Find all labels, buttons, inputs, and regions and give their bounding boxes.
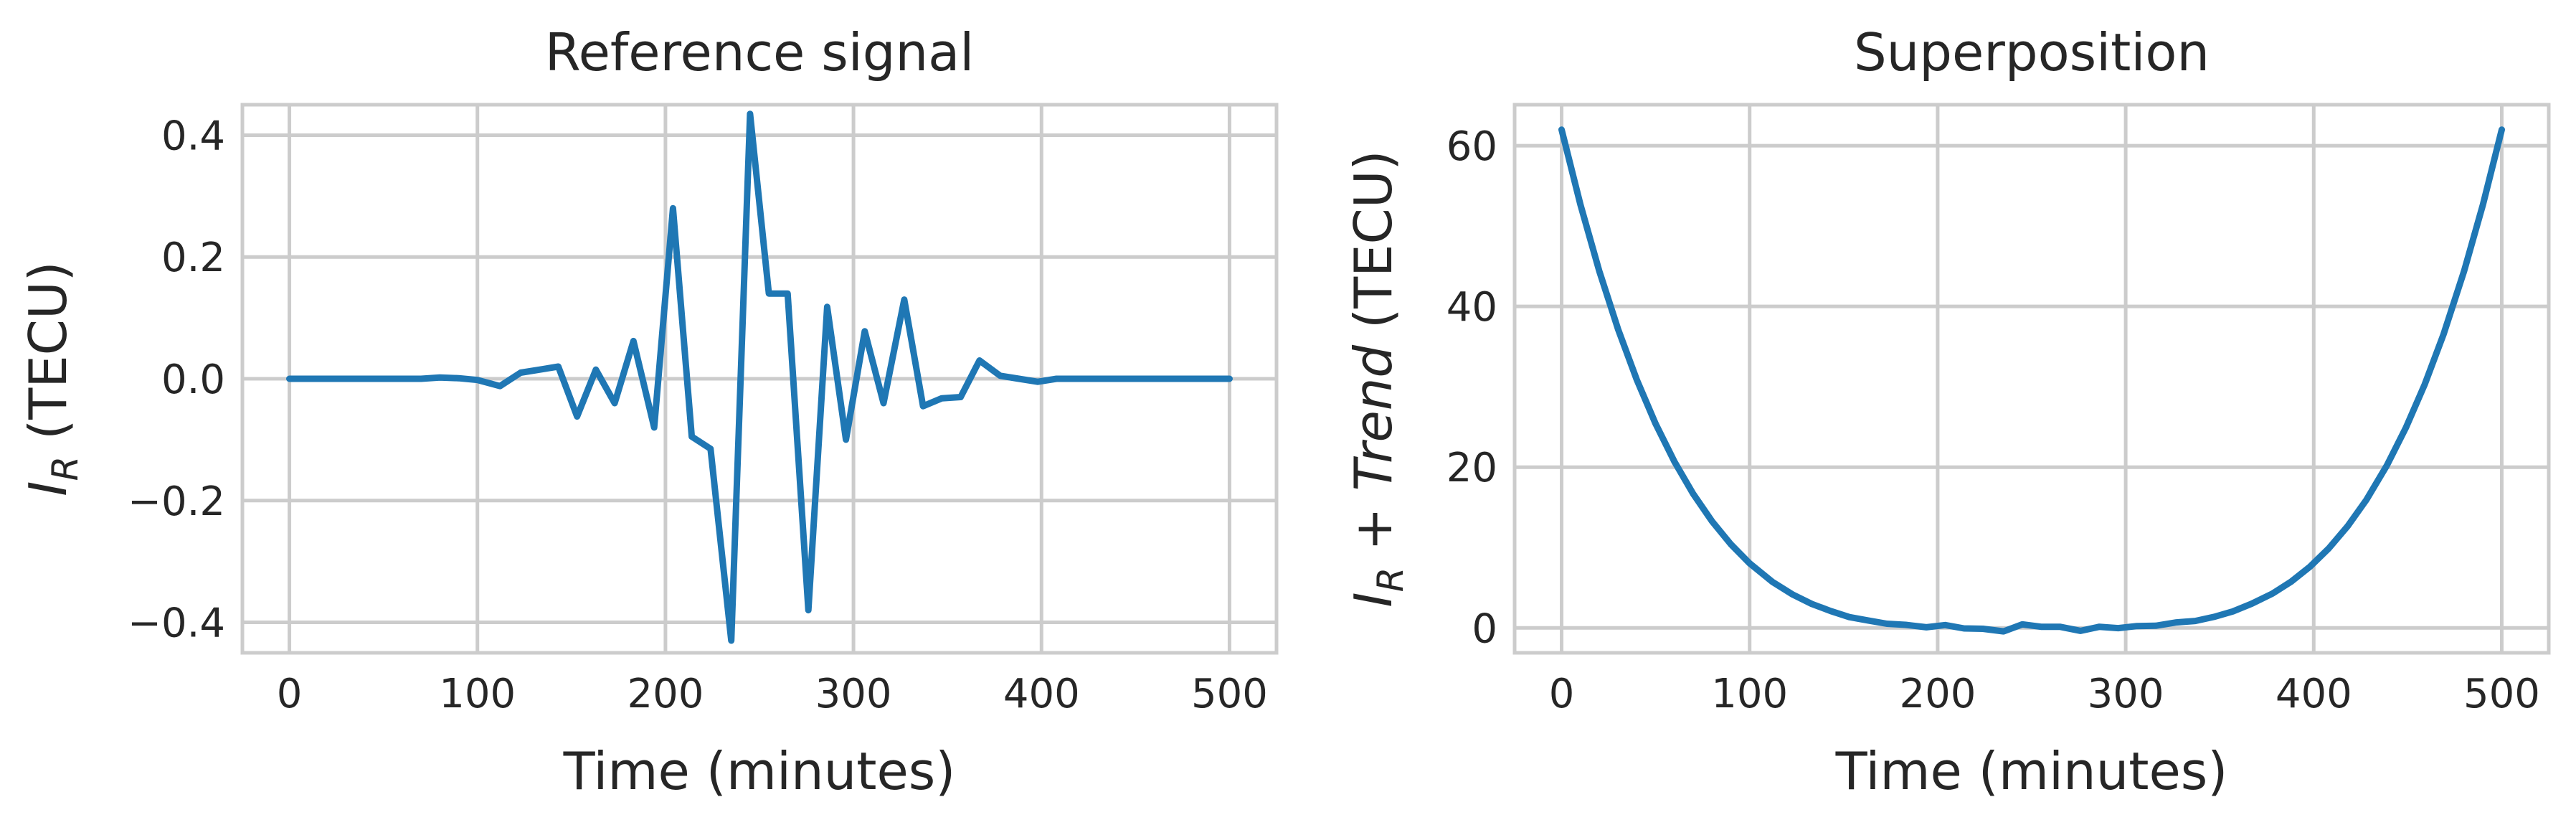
y-axis-plus: + bbox=[1343, 491, 1403, 567]
tick-labels: 0 100 200 300 400 500 0 20 40 60 bbox=[1446, 123, 2540, 717]
x-tick-label: 300 bbox=[2088, 671, 2164, 717]
chart-title: Reference signal bbox=[545, 22, 974, 82]
y-tick-label: −0.4 bbox=[128, 600, 225, 647]
x-tick-label: 400 bbox=[1003, 671, 1080, 717]
y-axis-trend: Trend bbox=[1343, 344, 1403, 491]
y-axis-unit: (TECU) bbox=[18, 261, 78, 456]
x-axis-label: Time (minutes) bbox=[1835, 741, 2228, 801]
x-tick-label: 200 bbox=[627, 671, 704, 717]
chart-title: Superposition bbox=[1854, 22, 2210, 82]
y-axis-label: IR + Trend (TECU) bbox=[1343, 150, 1411, 607]
y-tick-label: 0.0 bbox=[161, 357, 225, 403]
x-tick-label: 100 bbox=[1711, 671, 1788, 717]
y-axis-label: IR (TECU) bbox=[18, 261, 86, 496]
x-tick-label: 500 bbox=[2463, 671, 2540, 717]
y-axis-var: I bbox=[1343, 592, 1403, 607]
x-tick-label: 300 bbox=[815, 671, 892, 717]
y-tick-label: 0.4 bbox=[161, 113, 225, 159]
y-axis-var: I bbox=[18, 481, 78, 496]
x-tick-label: 200 bbox=[1899, 671, 1976, 717]
y-axis-unit: (TECU) bbox=[1343, 150, 1403, 345]
x-tick-label: 400 bbox=[2276, 671, 2352, 717]
y-tick-label: 0 bbox=[1472, 605, 1497, 652]
x-axis-label: Time (minutes) bbox=[563, 741, 956, 801]
y-axis-sub: R bbox=[44, 456, 86, 481]
plot-frame bbox=[240, 103, 1279, 655]
series-line bbox=[286, 110, 1233, 644]
y-tick-label: 20 bbox=[1446, 445, 1497, 491]
series-line bbox=[1558, 126, 2505, 635]
x-tick-label: 100 bbox=[439, 671, 516, 717]
y-tick-label: 40 bbox=[1446, 284, 1497, 331]
superposition-panel: Superposition 0 100 200 300 400 500 0 20 40 60 Ti… bbox=[1343, 22, 2551, 801]
x-tick-label: 0 bbox=[1549, 671, 1575, 717]
reference-signal-panel: Reference signal 0 100 200 300 400 500 −0.4 −0.… bbox=[18, 22, 1279, 801]
x-tick-label: 500 bbox=[1191, 671, 1268, 717]
tick-labels: 0 100 200 300 400 500 −0.4 −0.2 0.0 0.2 0.4 bbox=[128, 113, 1268, 717]
y-tick-label: −0.2 bbox=[128, 478, 225, 525]
x-tick-label: 0 bbox=[277, 671, 303, 717]
y-tick-label: 60 bbox=[1446, 123, 1497, 170]
y-axis-sub: R bbox=[1370, 567, 1411, 593]
y-tick-label: 0.2 bbox=[161, 235, 225, 281]
plot-frame bbox=[1512, 103, 2551, 655]
grid bbox=[1515, 105, 2549, 653]
